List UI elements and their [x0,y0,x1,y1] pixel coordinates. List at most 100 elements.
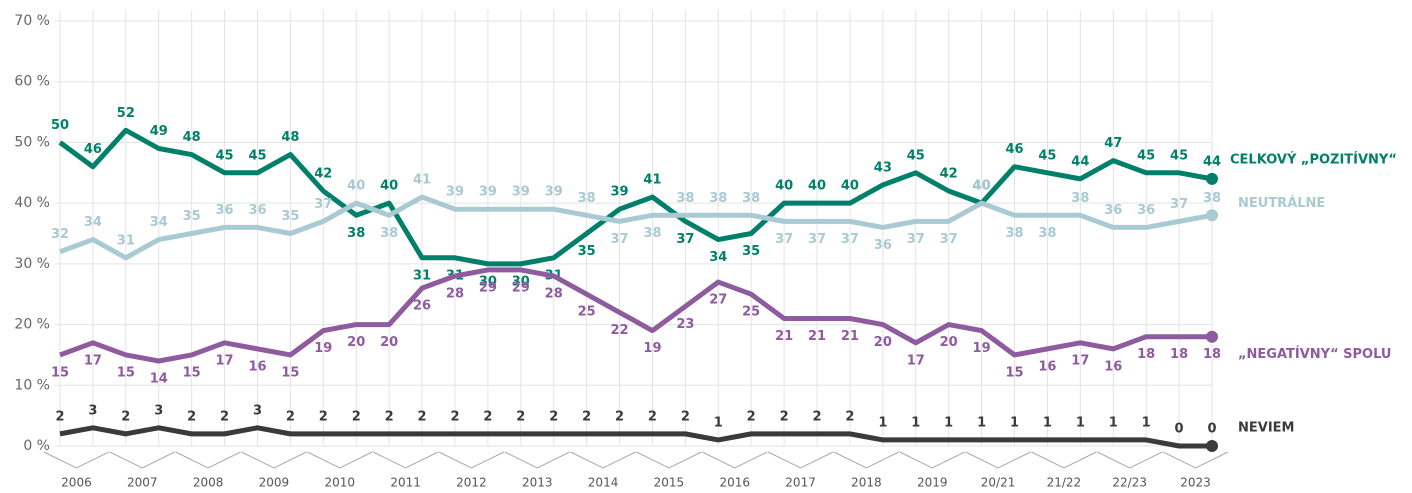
data-label: 3 [88,403,97,418]
data-label: 44 [1071,154,1089,169]
data-label: 41 [643,173,661,188]
data-label: 38 [1071,191,1089,206]
data-label: 1 [1142,415,1151,430]
end-marker [1206,330,1218,343]
data-label: 1 [1043,415,1052,430]
x-tick-label: 2014 [588,476,619,490]
end-marker [1206,440,1218,452]
data-label: 44 [1203,154,1221,169]
data-label: 37 [610,232,628,247]
data-label: 17 [1071,353,1089,368]
series-name: NEVIEM [1238,421,1294,436]
data-label: 2 [319,409,328,424]
data-label: 38 [676,191,694,206]
category-tick [702,451,768,469]
data-label: 16 [1104,359,1122,374]
data-label: 35 [578,244,596,259]
data-label: 38 [709,191,727,206]
data-label: 26 [413,299,431,314]
data-label: 37 [907,232,925,247]
data-label: 29 [512,280,530,295]
data-label: 34 [709,250,727,265]
data-label: 39 [512,185,530,200]
data-label: 42 [314,167,332,182]
data-label: 36 [1137,203,1155,218]
series-name: „NEGATÍVNY“ SPOLU [1238,346,1391,362]
data-label: 21 [841,329,859,344]
x-tick-label: 2013 [522,476,553,490]
data-label: 2 [418,409,427,424]
data-label: 1 [1076,415,1085,430]
data-label: 37 [775,232,793,247]
data-label: 39 [446,185,464,200]
x-tick-label: 2017 [785,476,816,490]
data-label: 1 [911,415,920,430]
data-label: 35 [183,209,201,224]
data-label: 3 [253,403,262,418]
data-label: 3 [154,403,163,418]
end-marker [1206,172,1218,185]
data-label: 35 [742,244,760,259]
data-label: 36 [216,203,234,218]
x-tick-label: 22/23 [1112,476,1147,490]
data-label: 38 [742,191,760,206]
x-tick-label: 2007 [127,476,158,490]
data-label: 45 [216,148,234,163]
x-tick-label: 21/22 [1047,476,1082,490]
y-tick-label: 10 % [14,377,50,393]
series-line [59,267,1212,364]
data-label: 38 [380,226,398,241]
data-label: 34 [84,215,102,230]
data-label: 2 [450,409,459,424]
x-tick-label: 2012 [456,476,487,490]
data-label: 40 [841,179,859,194]
data-label: 0 [1207,422,1216,437]
data-label: 31 [413,268,431,283]
category-tick [767,451,834,469]
data-label: 40 [347,179,365,194]
x-tick-label: 2016 [719,476,750,490]
data-label: 2 [385,409,394,424]
x-tick-label: 2011 [390,476,421,490]
data-label: 15 [51,365,69,380]
data-label: 29 [479,280,497,295]
data-label: 37 [676,232,694,247]
data-label: 16 [1038,359,1056,374]
data-label: 19 [973,341,991,356]
data-label: 2 [747,409,756,424]
data-label: 45 [248,148,266,163]
data-label: 20 [940,335,958,350]
data-label: 17 [216,353,234,368]
data-label: 46 [84,142,102,157]
data-label: 2 [681,409,690,424]
data-label: 23 [676,317,694,332]
data-label: 1 [1109,415,1118,430]
y-tick-label: 30 % [14,256,50,272]
category-tick [833,451,900,469]
y-tick-label: 40 % [14,195,50,211]
data-label: 40 [380,179,398,194]
x-tick-label: 2010 [324,476,355,490]
category-tick [1031,451,1097,469]
data-label: 42 [940,167,958,182]
data-label: 48 [183,130,201,145]
category-tick [43,451,110,469]
category-tick [1097,451,1163,469]
x-tick-label: 2006 [61,476,92,490]
data-label: 2 [516,409,525,424]
data-label: 45 [907,148,925,163]
data-label: 2 [286,409,295,424]
data-label: 27 [709,293,727,308]
series-name: CELKOVÝ „POZITÍVNY“ [1230,151,1397,167]
data-label: 40 [973,179,991,194]
data-label: 2 [483,409,492,424]
category-tick [899,451,965,469]
data-label: 50 [51,118,69,133]
category-tick [965,451,1031,469]
series-name: NEUTRÁLNE [1238,195,1325,211]
data-label: 39 [610,185,628,200]
data-label: 2 [813,409,822,424]
data-label: 19 [314,341,332,356]
data-label: 38 [643,226,661,241]
